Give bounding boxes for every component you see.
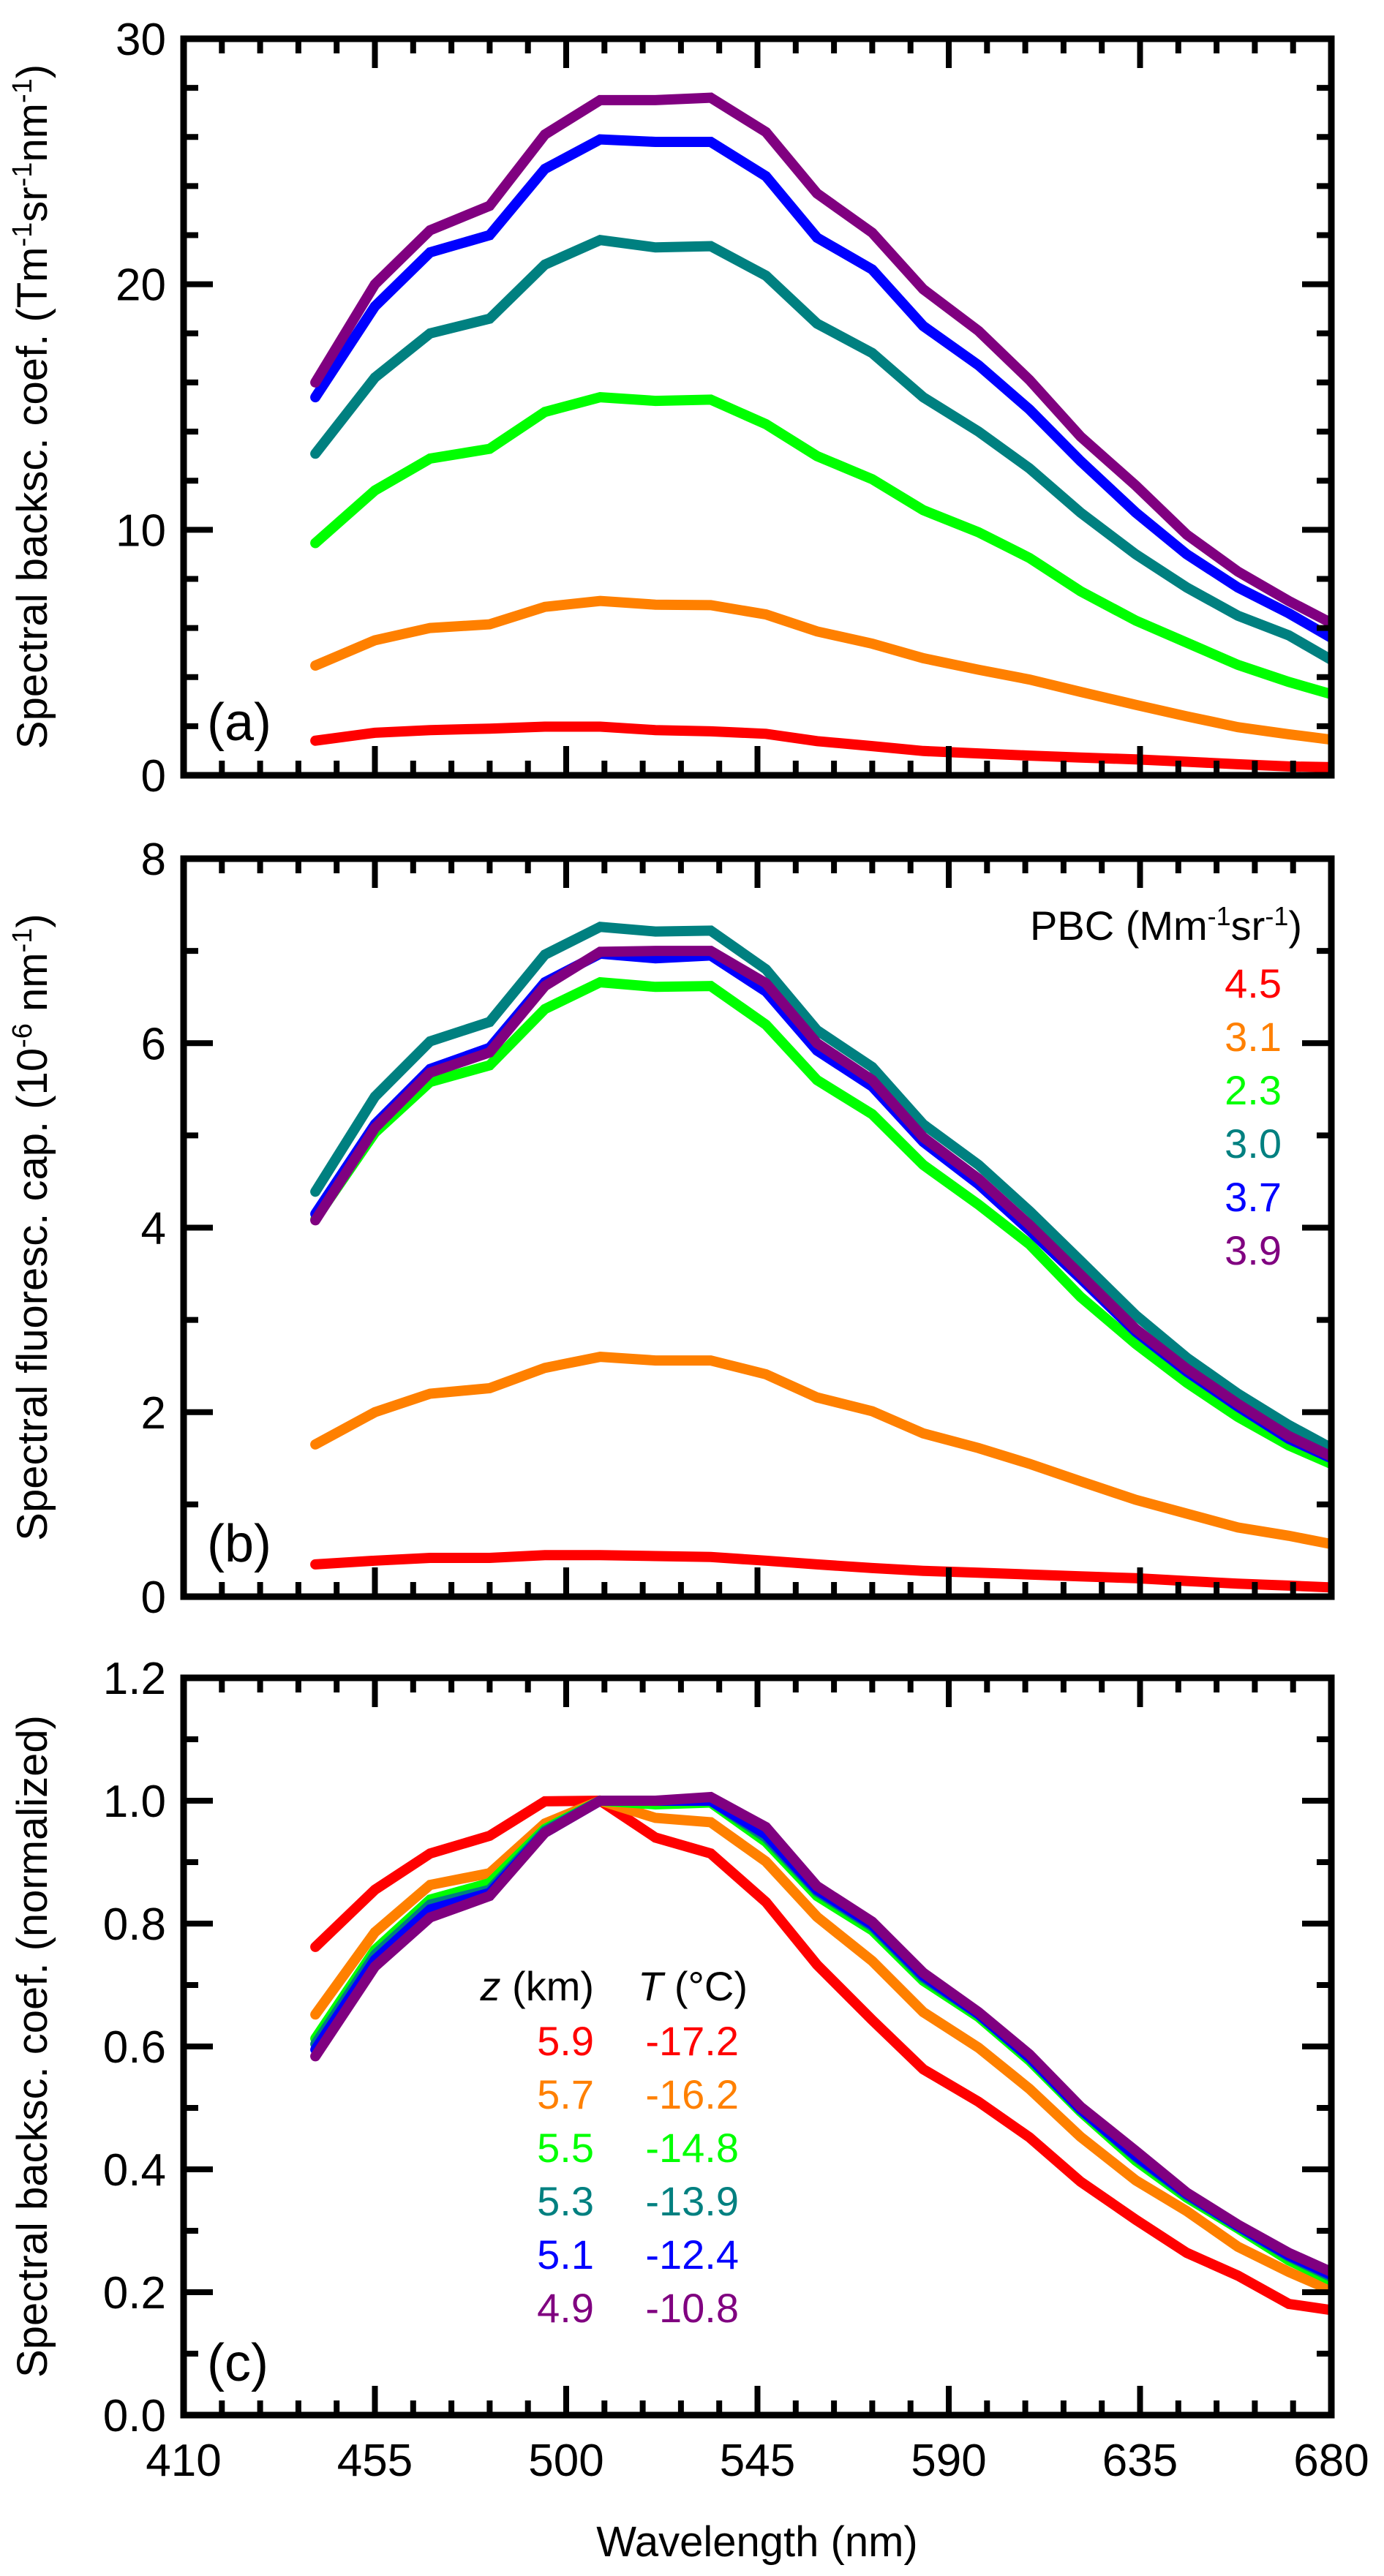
series-line-c-0 [310,1795,1331,2316]
panel-c-legend: z (km) T (°C) 5.9 -17.25.7 -16.25.5 -14.85.… [479,1963,748,2331]
panel-b-legend-entry: 3.0 [1225,1121,1282,1167]
legend-z-value: 5.1 [537,2232,594,2278]
y-tick-label: 10 [116,505,166,556]
legend-t-value: -16.2 [645,2071,739,2117]
panel-a-ylabel-sup2: -1 [7,162,38,187]
panel-a-ylabel-sup3: -1 [7,78,38,103]
y-tick-label: 1.0 [103,1777,166,1827]
y-tick-label: 0.2 [103,2268,166,2319]
panel-b-legend-entry: 3.7 [1225,1174,1282,1220]
series-line-a-4 [310,134,1331,643]
panel-a-series [310,92,1331,772]
y-tick-label: 30 [116,15,166,65]
panel-b: 0 2 4 6 8 (b) Spectral fluoresc. cap. (10-6 … [7,835,1335,1623]
y-tick-label: 6 [141,1019,166,1069]
y-tick-label: 8 [141,835,166,885]
y-tick-label: 0 [141,1573,166,1623]
y-tick-label: 20 [116,260,166,311]
panel-b-legend-entry: 2.3 [1225,1067,1282,1113]
panel-a-tag: (a) [207,693,271,752]
legend-t-unit: (°C) [663,1963,748,2009]
legend-z-value: 5.3 [537,2178,594,2224]
y-tick-label: 2 [141,1388,166,1439]
x-tick-labels: 410 455 500 545 590 635 680 [146,2436,1369,2486]
legend-title-sup2: -1 [1265,901,1288,931]
panel-a-ylabel-mid1: sr [9,187,56,222]
legend-t-value: -10.8 [645,2285,739,2331]
panel-b-ylabel-base: Spectral fluoresc. cap. (10 [9,1048,56,1541]
panel-b-ylabel-sup2: -1 [7,928,38,953]
series-line-c-1 [310,1795,1331,2296]
panel-b-frame [180,855,1335,1600]
y-tick-label: 0.6 [103,2022,166,2073]
legend-t-value: -12.4 [645,2232,739,2278]
panel-c-legend-title-t: T (°C) [638,1963,748,2009]
legend-t-value: -13.9 [645,2178,739,2224]
x-tick-label: 635 [1102,2436,1178,2486]
legend-z-unit: (km) [500,1963,594,2009]
y-tick-label: 0.8 [103,1899,166,1950]
x-tick-label: 455 [337,2436,413,2486]
panel-b-ylabel-sup1: -6 [7,1023,38,1048]
series-line-a-3 [310,234,1331,666]
legend-z-value: 5.9 [537,2018,594,2064]
panel-c-frame [180,1674,1335,2419]
legend-z-symbol: z [479,1963,500,2009]
y-tick-label: 0 [141,751,166,802]
legend-title-sup1: -1 [1208,901,1231,931]
panel-a-ylabel-base: Spectral backsc. coef. (Tm [9,247,56,750]
series-line-b-0 [310,1550,1331,1593]
legend-title-end: ) [1288,903,1302,949]
panel-c-legend-rows: 5.9 -17.2 5.7 -16.2 5.5 -14.8 5.3 -13.9 5.1 -12.4… [537,2018,739,2331]
legend-t-value: -14.8 [645,2125,739,2171]
legend-title-base: PBC (Mm [1030,903,1208,949]
panel-a-ylabel: Spectral backsc. coef. (Tm-1sr-1nm-1) [7,64,56,749]
panel-c-legend-title-z: z (km) [479,1963,594,2009]
panel-b-series [310,922,1331,1593]
x-axis-label: Wavelength (nm) [596,2518,917,2566]
legend-z-value: 5.7 [537,2071,594,2117]
x-tick-label: 545 [720,2436,795,2486]
series-line-b-5 [310,946,1331,1462]
legend-t-symbol: T [638,1963,666,2009]
panel-b-legend-title: PBC (Mm-1sr-1) [1030,901,1302,949]
panel-b-tag: (b) [207,1515,271,1573]
series-line-a-1 [310,595,1331,745]
legend-z-value: 4.9 [537,2285,594,2331]
panel-b-ylabel: Spectral fluoresc. cap. (10-6 nm-1) [7,914,56,1540]
series-line-c-5 [310,1791,1331,2278]
panel-c: 0.0 0.2 0.4 0.6 0.8 1.0 1.2 (c) Spectral backs… [9,1654,1369,2566]
legend-z-value: 5.5 [537,2125,594,2171]
panel-a-frame [180,35,1335,779]
panel-b-ylabel-mid1: nm [9,952,56,1023]
series-line-a-5 [310,92,1331,628]
series-line-b-1 [310,1352,1331,1550]
x-tick-label: 500 [528,2436,603,2486]
panel-b-ylabel-end: ) [9,914,56,927]
legend-title-mid1: sr [1231,903,1265,949]
panel-c-tag: (c) [207,2334,268,2392]
panel-a-ylabel-mid2: nm [9,103,56,162]
x-tick-label: 410 [146,2436,221,2486]
y-tick-label: 0.0 [103,2391,166,2441]
panel-b-legend-entry: 3.9 [1225,1227,1282,1273]
series-line-a-2 [310,392,1331,700]
panel-b-legend-entry: 3.1 [1225,1014,1282,1060]
series-line-b-2 [310,976,1331,1469]
panel-a-ylabel-end: ) [9,64,56,78]
panel-b-legend-entry: 4.5 [1225,960,1282,1006]
panel-a-ylabel-sup1: -1 [7,222,38,247]
y-tick-label: 1.2 [103,1654,166,1704]
x-tick-label: 590 [911,2436,986,2486]
panel-b-legend: PBC (Mm-1sr-1) 4.5 3.1 2.3 3.0 3.7 3.9 [1030,901,1302,1274]
panel-c-series [310,1791,1331,2316]
legend-t-value: -17.2 [645,2018,739,2064]
panel-c-ylabel: Spectral backsc. coef. (normalized) [9,1715,56,2378]
y-tick-label: 4 [141,1204,166,1254]
series-line-b-3 [310,922,1331,1453]
x-tick-label: 680 [1293,2436,1369,2486]
y-tick-label: 0.4 [103,2145,166,2196]
